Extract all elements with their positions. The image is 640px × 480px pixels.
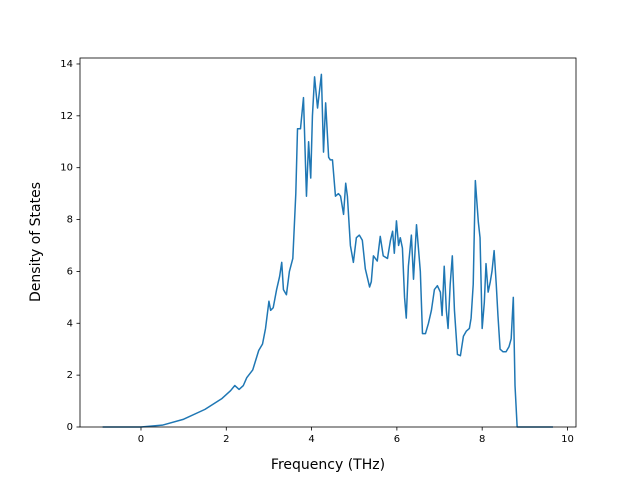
x-axis-label: Frequency (THz)	[271, 457, 385, 473]
line	[102, 73, 553, 428]
x-tick-label: 6	[394, 434, 400, 445]
x-tick-label: 10	[561, 434, 574, 445]
y-tick-label: 8	[67, 215, 73, 226]
y-tick-label: 12	[60, 111, 73, 122]
y-axis-label: Density of States	[28, 182, 44, 302]
y-tick-label: 6	[67, 266, 73, 277]
y-tick-label: 0	[67, 422, 73, 433]
plot-frame	[79, 57, 577, 428]
y-tick-label: 10	[60, 163, 73, 174]
x-tick-label: 0	[138, 434, 144, 445]
y-tick-label: 4	[67, 318, 73, 329]
x-tick-label: 8	[479, 434, 485, 445]
x-tick-label: 4	[308, 434, 314, 445]
x-tick-label: 2	[223, 434, 229, 445]
y-tick-label: 14	[60, 59, 73, 70]
y-tick-label: 2	[67, 370, 73, 381]
